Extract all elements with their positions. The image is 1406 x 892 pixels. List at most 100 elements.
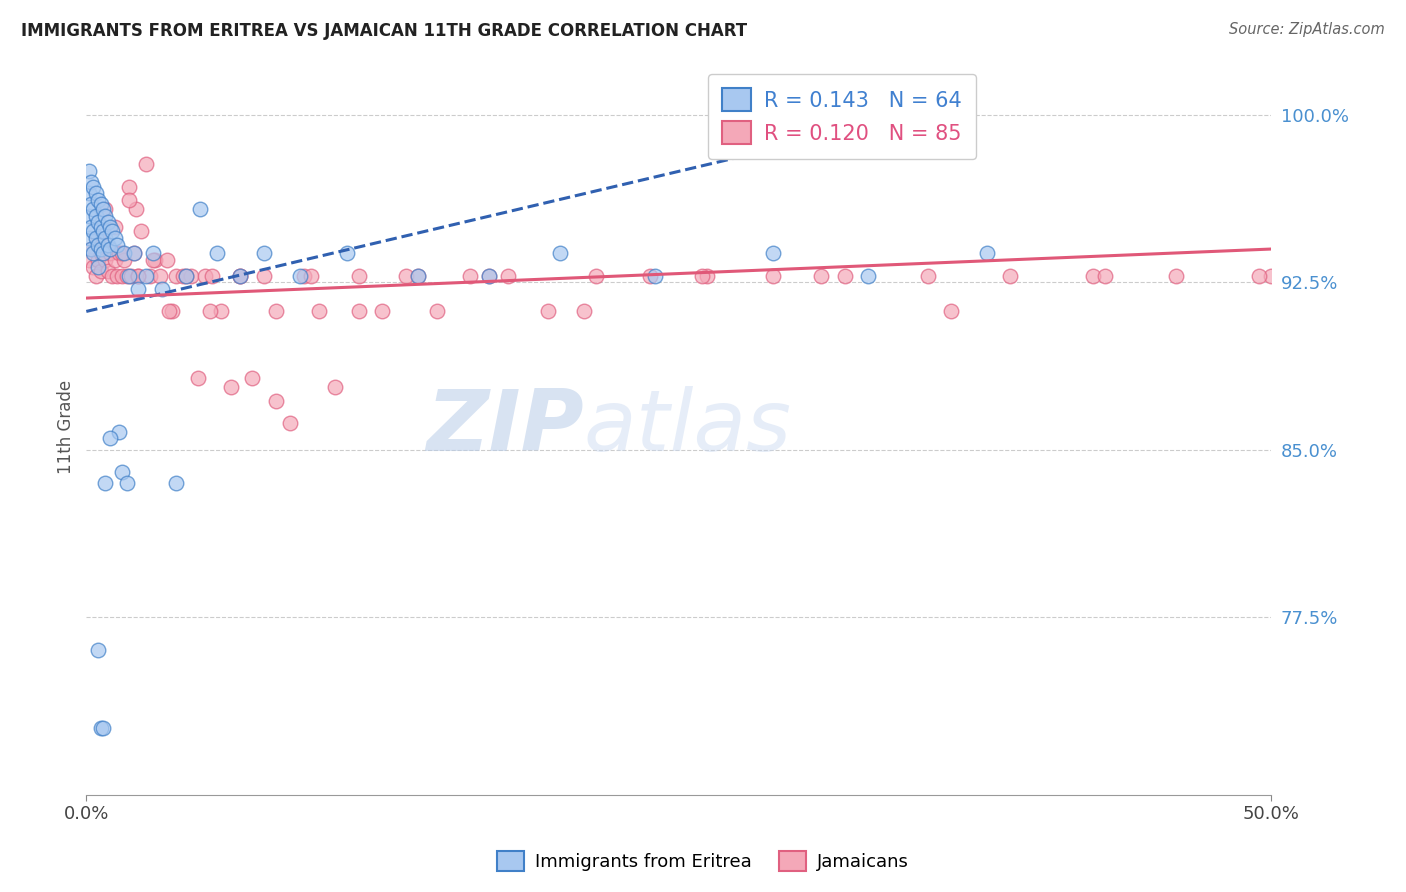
Point [97, 264, 120, 278]
Point [336, 246, 359, 260]
Point [762, 268, 785, 283]
Point [149, 268, 172, 283]
Point [187, 371, 209, 385]
Point [201, 268, 224, 283]
Point [194, 268, 217, 283]
Point [84, 209, 107, 223]
Point [209, 304, 232, 318]
Point [89, 721, 111, 735]
Point [122, 246, 145, 260]
Point [112, 253, 135, 268]
Point [142, 253, 165, 268]
Point [174, 268, 197, 283]
Point [84, 186, 107, 201]
Point [127, 268, 149, 283]
Point [1249, 268, 1271, 283]
Point [644, 268, 666, 283]
Point [1000, 268, 1022, 283]
Point [97, 215, 120, 229]
Point [89, 246, 111, 260]
Point [82, 246, 104, 260]
Text: IMMIGRANTS FROM ERITREA VS JAMAICAN 11TH GRADE CORRELATION CHART: IMMIGRANTS FROM ERITREA VS JAMAICAN 11TH… [21, 22, 747, 40]
Point [1094, 268, 1116, 283]
Point [98, 242, 121, 256]
Point [111, 268, 134, 283]
Point [219, 380, 242, 394]
Point [240, 371, 263, 385]
Point [80, 197, 103, 211]
Point [762, 246, 785, 260]
Point [84, 231, 107, 245]
Point [288, 268, 311, 283]
Point [87, 253, 110, 268]
Point [426, 304, 449, 318]
Point [101, 268, 124, 283]
Point [180, 268, 202, 283]
Point [77, 231, 100, 245]
Point [1260, 268, 1282, 283]
Point [80, 219, 103, 234]
Point [198, 304, 221, 318]
Point [253, 268, 276, 283]
Point [160, 304, 183, 318]
Point [395, 268, 418, 283]
Point [97, 237, 120, 252]
Point [496, 268, 519, 283]
Point [98, 219, 121, 234]
Point [125, 202, 148, 216]
Point [229, 268, 252, 283]
Point [77, 209, 100, 223]
Point [188, 202, 211, 216]
Point [108, 425, 131, 439]
Point [98, 432, 121, 446]
Point [77, 164, 100, 178]
Point [118, 193, 141, 207]
Point [89, 197, 111, 211]
Y-axis label: 11th Grade: 11th Grade [58, 380, 75, 475]
Point [87, 260, 110, 274]
Point [91, 237, 114, 252]
Legend: R = 0.143   N = 64, R = 0.120   N = 85: R = 0.143 N = 64, R = 0.120 N = 85 [707, 74, 976, 159]
Point [834, 268, 856, 283]
Point [142, 246, 165, 260]
Point [105, 268, 128, 283]
Point [406, 268, 429, 283]
Point [98, 246, 121, 260]
Point [105, 237, 128, 252]
Point [810, 268, 832, 283]
Point [1166, 268, 1188, 283]
Point [135, 157, 157, 171]
Point [264, 304, 287, 318]
Point [80, 175, 103, 189]
Point [108, 246, 131, 260]
Point [323, 380, 346, 394]
Point [858, 268, 880, 283]
Point [82, 202, 104, 216]
Point [127, 268, 149, 283]
Point [308, 304, 330, 318]
Point [87, 237, 110, 252]
Point [229, 268, 252, 283]
Point [264, 393, 287, 408]
Point [91, 246, 114, 260]
Point [87, 215, 110, 229]
Legend: Immigrants from Eritrea, Jamaicans: Immigrants from Eritrea, Jamaicans [491, 844, 915, 879]
Point [104, 219, 127, 234]
Point [548, 246, 571, 260]
Point [458, 268, 481, 283]
Point [941, 304, 963, 318]
Point [917, 268, 939, 283]
Point [347, 268, 370, 283]
Point [347, 304, 370, 318]
Point [156, 253, 179, 268]
Point [150, 282, 173, 296]
Point [87, 643, 110, 657]
Point [537, 304, 560, 318]
Point [696, 268, 718, 283]
Point [111, 465, 134, 479]
Point [94, 476, 117, 491]
Point [101, 224, 124, 238]
Point [127, 282, 149, 296]
Point [292, 268, 315, 283]
Point [406, 268, 429, 283]
